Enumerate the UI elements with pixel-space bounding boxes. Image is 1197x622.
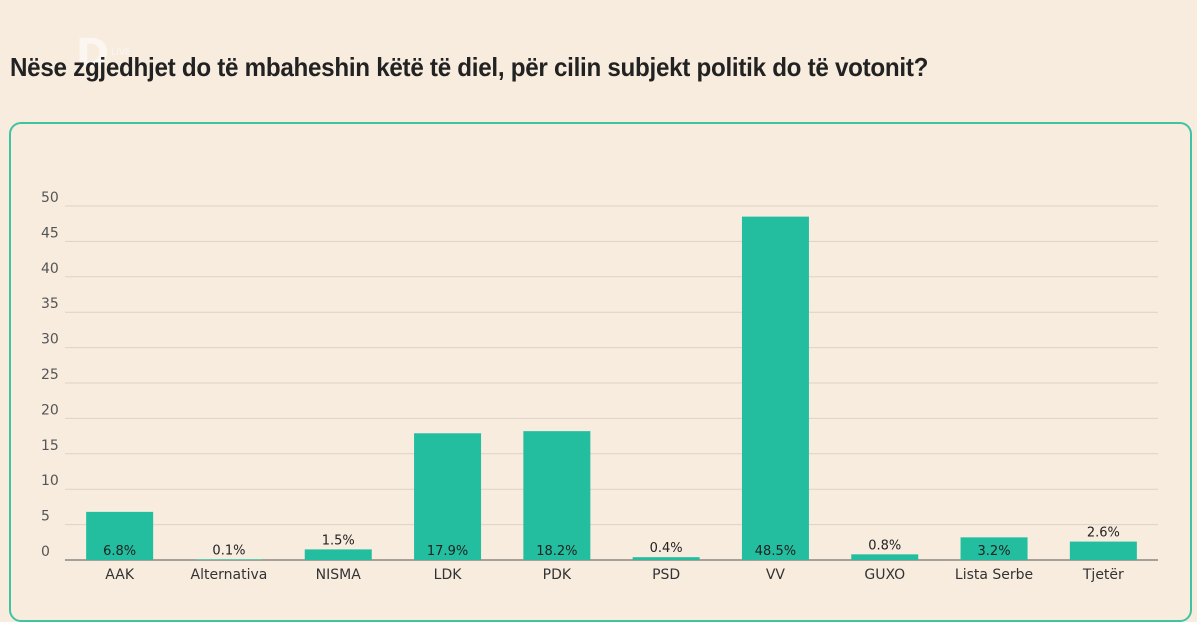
logo-mark: D — [76, 31, 110, 77]
y-tick-label: 15 — [41, 438, 59, 454]
y-tick-label: 10 — [41, 473, 59, 489]
data-label: 17.9% — [427, 544, 468, 559]
x-tick-label: Alternativa — [191, 567, 268, 583]
bar — [304, 549, 372, 560]
y-tick-label: 45 — [41, 225, 59, 241]
y-tick-label: 25 — [41, 367, 59, 383]
bar — [414, 433, 482, 560]
data-label: 2.6% — [1087, 526, 1120, 541]
y-tick-label: 20 — [41, 402, 59, 418]
x-tick-label: AAK — [105, 567, 135, 583]
bar — [523, 431, 591, 560]
bar — [195, 559, 263, 560]
data-label: 0.1% — [212, 543, 245, 558]
y-tick-label: 30 — [41, 332, 59, 348]
channel-logo: D LIVE — [76, 34, 131, 74]
bar — [1069, 541, 1137, 560]
y-tick-label: 40 — [41, 261, 59, 277]
x-tick-label: LDK — [434, 567, 463, 583]
data-label: 1.5% — [322, 533, 355, 548]
chart-title: Nëse zgjedhjet do të mbaheshin këtë të d… — [10, 52, 929, 82]
data-label: 18.2% — [536, 544, 577, 559]
y-tick-label: 35 — [41, 296, 59, 312]
x-tick-label: Lista Serbe — [955, 567, 1033, 583]
data-label: 0.8% — [868, 538, 901, 553]
bar — [960, 537, 1028, 560]
bar — [86, 511, 154, 560]
logo-text: LIVE — [111, 48, 131, 58]
x-tick-label: VV — [766, 567, 786, 583]
data-label: 48.5% — [755, 544, 796, 559]
x-tick-label: NISMA — [316, 567, 362, 583]
bar — [632, 557, 700, 560]
bar-chart: 0 5 10 15 20 25 30 35 40 45 50 6.8% AAK 0.1% Alternati… — [41, 190, 1158, 583]
data-label: 3.2% — [978, 544, 1011, 559]
bar — [741, 216, 809, 560]
y-tick-label: 0 — [41, 544, 50, 560]
y-tick-label: 5 — [41, 509, 50, 525]
x-tick-label: PDK — [543, 567, 572, 583]
data-label: 0.4% — [650, 541, 683, 556]
data-label: 6.8% — [103, 544, 136, 559]
x-tick-label: Tjetër — [1082, 567, 1124, 583]
x-tick-label: PSD — [652, 567, 680, 583]
x-tick-label: GUXO — [864, 567, 905, 583]
bar — [851, 554, 919, 560]
y-tick-label: 50 — [41, 190, 59, 206]
